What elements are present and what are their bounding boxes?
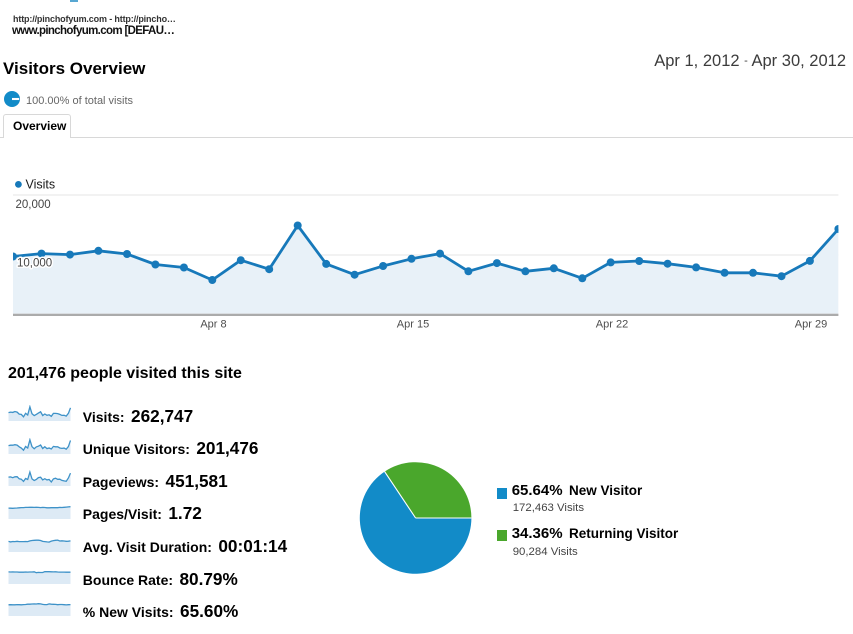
svg-text:Apr 8: Apr 8: [200, 319, 226, 331]
svg-text:Apr 15: Apr 15: [397, 319, 429, 331]
svg-text:10,000: 10,000: [17, 257, 52, 269]
svg-text:Apr 22: Apr 22: [596, 319, 628, 331]
svg-text:20,000: 20,000: [16, 199, 51, 211]
svg-text:Apr 29: Apr 29: [795, 319, 827, 331]
svg-text:Visits: Visits: [26, 178, 56, 192]
